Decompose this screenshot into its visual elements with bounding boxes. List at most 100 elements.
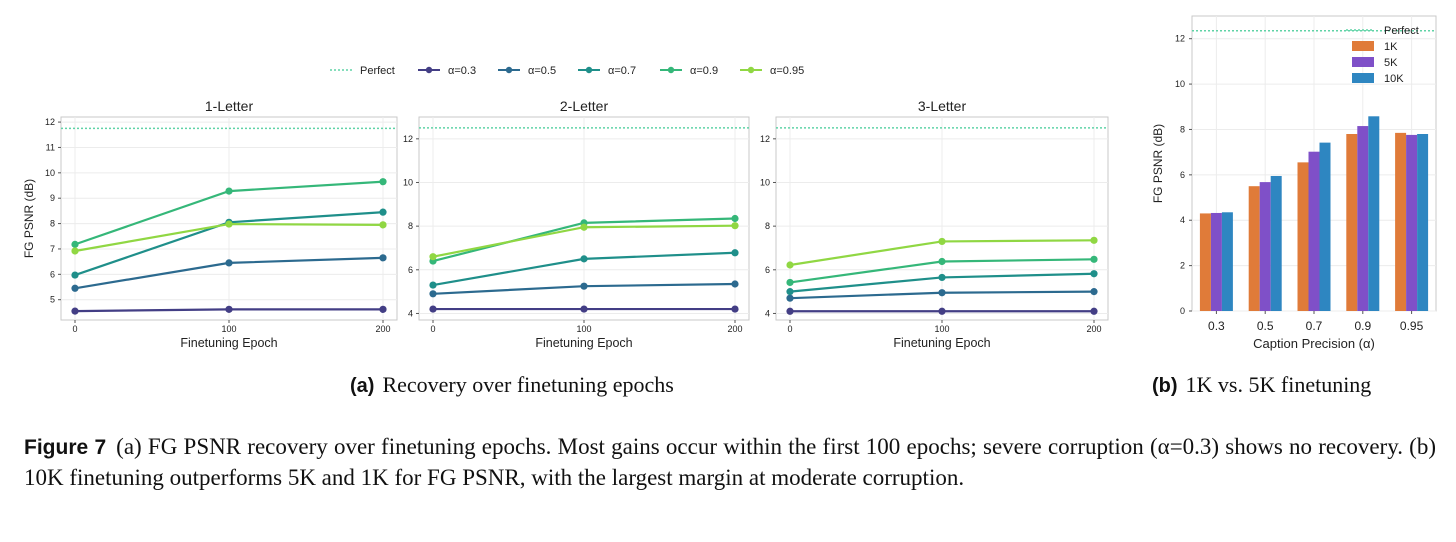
bar-k1 [1395,132,1407,311]
data-point-a09 [938,257,946,266]
data-point-a095 [938,237,946,246]
bar-k5 [1210,212,1222,311]
bar-k1 [1199,213,1211,311]
data-point-a095 [429,253,437,261]
y-tick-label: 4 [1180,215,1185,225]
data-point-a05 [429,290,437,298]
data-point-a07 [1090,270,1098,278]
data-point-a095 [379,221,387,229]
y-tick-label: 5 [50,295,55,305]
line-panel-3: 4 6 8 10 12 0 100 200 3-Letter Finetuning Epoch [760,98,1109,350]
bar-k1 [1346,134,1358,311]
data-point-a05 [71,284,79,292]
data-point-a09 [786,278,794,287]
panel-title: 2-Letter [560,98,609,114]
data-point-a09 [731,214,739,223]
y-tick-label: 12 [403,134,413,144]
subcaption-a-text: Recovery over finetuning epochs [382,372,674,397]
data-point-a07 [731,249,739,257]
bar-k5 [1406,134,1418,311]
data-point-a03 [429,305,437,313]
legend-marker-a09 [667,66,675,74]
bar-k10 [1221,212,1233,311]
data-point-a03 [71,307,79,315]
y-tick-label: 10 [403,177,413,187]
x-tick-label: 200 [1086,324,1101,334]
legend-marker-a05 [505,66,513,74]
bar-k10 [1417,134,1429,311]
y-tick-label: 8 [50,219,55,229]
bar-k1 [1248,186,1260,311]
line-panel-2: 4 6 8 10 12 0 100 200 2-Letter Finetuning Epoch [403,98,750,350]
y-tick-label: 12 [760,134,770,144]
x-axis-label: Finetuning Epoch [893,336,990,350]
bar-k10 [1319,142,1331,311]
subcaption-a-label: (a) [350,375,375,397]
data-point-a07 [938,273,946,282]
y-tick-label: 10 [760,177,770,187]
x-tick-label: 0.3 [1208,319,1225,333]
data-point-a095 [731,222,739,230]
data-point-a09 [379,178,387,186]
legend-label: Perfect [1384,25,1419,37]
y-tick-label: 12 [45,117,55,127]
y-tick-label: 6 [765,265,770,275]
data-point-a09 [225,187,233,195]
y-tick-label: 0 [1180,306,1185,316]
panel-title: 1-Letter [205,98,254,114]
data-point-a05 [731,280,739,288]
data-point-a07 [429,281,437,289]
x-tick-label: 100 [221,324,236,334]
data-point-a095 [786,261,794,269]
bar-k5 [1259,182,1271,311]
data-point-a05 [225,259,233,267]
data-point-a03 [1090,307,1098,315]
legend-swatch-k5 [1352,57,1374,67]
x-tick-label: 100 [576,324,591,334]
subcaption-b-label: (b) [1152,375,1178,397]
data-point-a03 [786,307,794,315]
subcaption-a: (a) Recovery over finetuning epochs [350,372,674,398]
data-point-a03 [938,307,946,315]
y-tick-label: 8 [1180,124,1185,134]
data-point-a03 [225,305,233,313]
y-tick-label: 10 [45,168,55,178]
figure-caption-label: Figure 7 [24,436,107,459]
x-tick-label: 0.95 [1400,319,1424,333]
subcaption-b-text: 1K vs. 5K finetuning [1185,372,1372,397]
x-axis-label: Finetuning Epoch [180,336,277,350]
y-tick-label: 4 [765,308,770,318]
data-point-a05 [786,294,794,302]
data-point-a095 [1090,236,1098,244]
data-point-a095 [225,220,233,228]
x-tick-label: 100 [934,324,949,334]
x-axis-label: Caption Precision (α) [1253,336,1375,351]
x-tick-label: 200 [375,324,390,334]
y-tick-label: 7 [50,244,55,254]
data-point-a03 [379,305,387,313]
bar-k5 [1308,151,1320,311]
subcaption-b: (b) 1K vs. 5K finetuning [1152,372,1371,398]
data-point-a03 [731,305,739,313]
data-point-a07 [786,288,794,296]
x-tick-label: 0 [72,324,77,334]
data-point-a07 [580,255,588,263]
bar-k10 [1270,175,1282,311]
legend-b: Perfect 1K 5K 10K [1346,25,1419,85]
y-tick-label: 8 [765,221,770,231]
y-tick-label: 4 [408,308,413,318]
y-tick-label: 6 [408,265,413,275]
legend-label: α=0.7 [608,65,636,77]
legend-label: α=0.5 [528,65,556,77]
data-point-a05 [379,254,387,262]
bar-k1 [1297,162,1309,311]
x-tick-label: 0.9 [1354,319,1371,333]
data-point-a09 [71,240,79,248]
legend-marker-a07 [585,66,593,74]
line-panel-1: 5 6 7 8 9 10 11 12 0 100 200 1-Letter Finetuning Epo… [22,98,398,350]
y-tick-label: 10 [1175,79,1185,89]
data-point-a05 [580,282,588,290]
y-tick-label: 6 [1180,170,1185,180]
data-point-a095 [71,247,79,255]
